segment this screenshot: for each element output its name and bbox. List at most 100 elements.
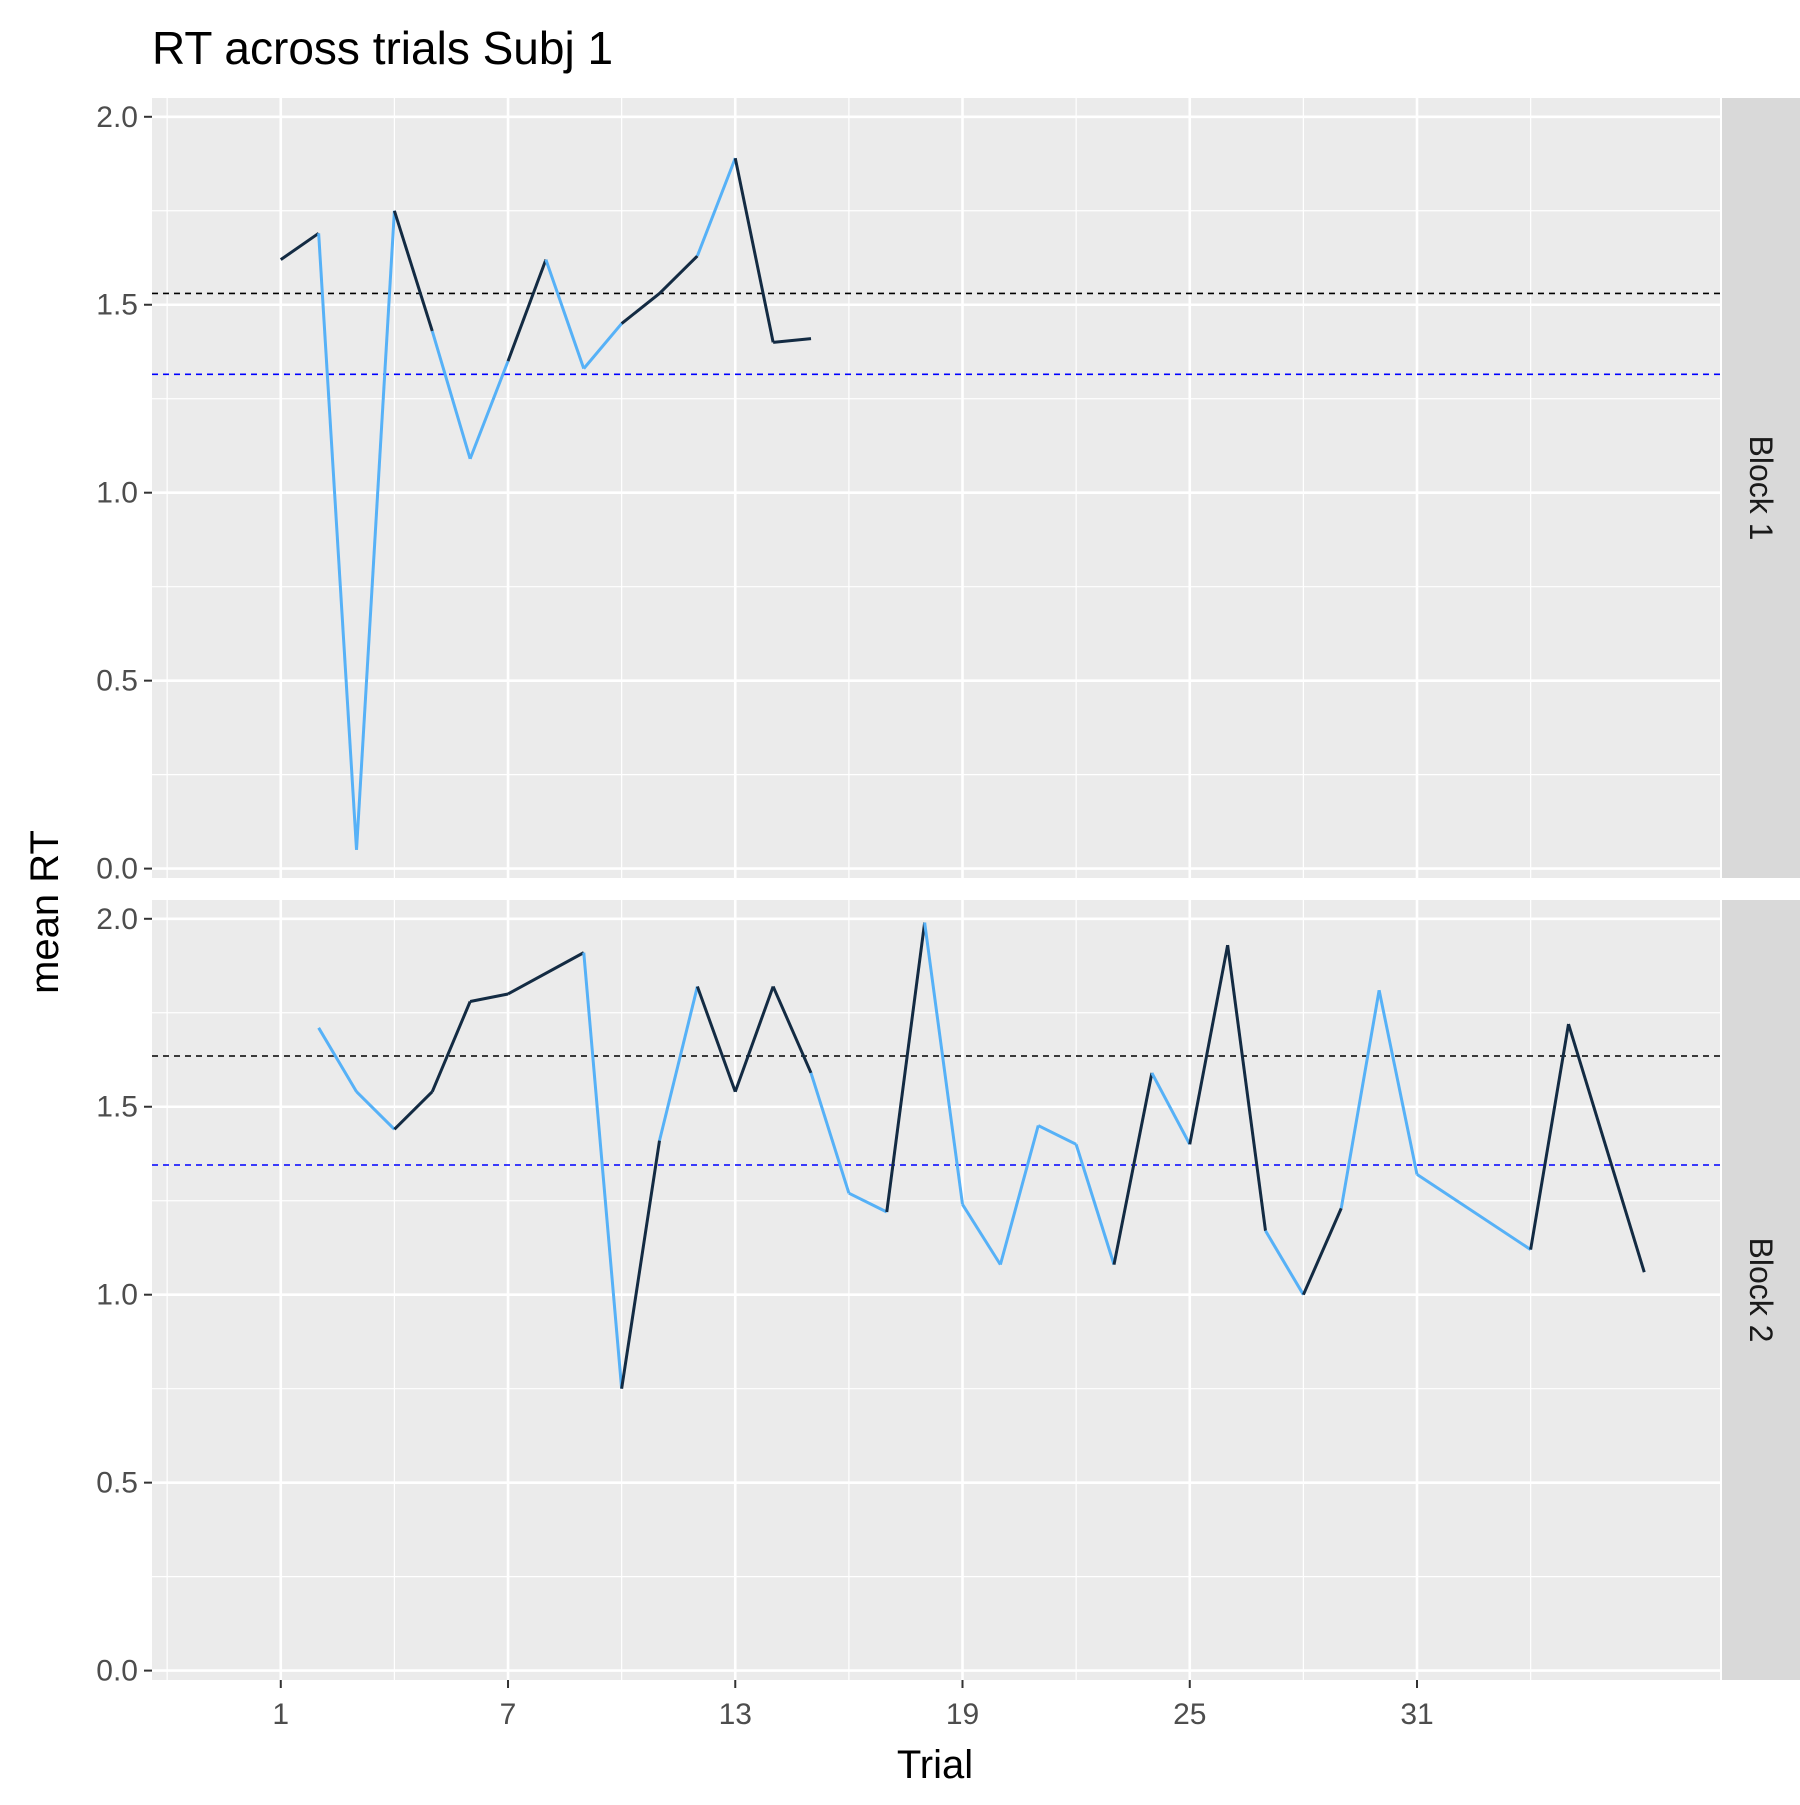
facet-strip [1722, 98, 1800, 878]
rt-line-segment [695, 157, 737, 257]
rt-data-point [507, 992, 510, 995]
rt-data-point [469, 1000, 472, 1003]
rt-data-point [1150, 1071, 1153, 1074]
rt-data-point [1188, 1143, 1191, 1146]
y-tick-label: 0.0 [96, 1655, 138, 1688]
x-tick-label: 7 [500, 1698, 517, 1731]
rt-line-segment [1567, 1023, 1646, 1273]
panels-layer: 0.0 0.5 1.0 1.5 2.0 Block 1 0.0 0.5 1.0 1.5 2.0 Blo… [96, 98, 1800, 1688]
rt-data-point [544, 258, 547, 261]
y-tick-label: 0.0 [96, 853, 138, 886]
rt-data-point [1302, 1293, 1305, 1296]
rt-data-point [1264, 1229, 1267, 1232]
y-tick-label: 1.5 [96, 289, 138, 322]
rt-line-segment [733, 985, 775, 1093]
rt-line-segment [1264, 1230, 1305, 1296]
panel-2: 0.0 0.5 1.0 1.5 2.0 Block 2 [96, 900, 1800, 1688]
rt-line-segment [1416, 1173, 1532, 1251]
rt-line-segment [355, 210, 396, 850]
rt-line-segment [658, 254, 699, 295]
rt-data-point [431, 1090, 434, 1093]
rt-data-point [317, 1026, 320, 1029]
rt-data-point [1643, 1271, 1646, 1274]
rt-line-segment [468, 360, 510, 460]
rt-data-point [431, 330, 434, 333]
rt-line-segment [317, 1027, 358, 1093]
rt-data-point [393, 209, 396, 212]
rt-data-point [279, 258, 282, 261]
rt-line-segment [582, 952, 624, 1389]
rt-data-point [810, 1071, 813, 1074]
rt-line-segment [279, 232, 320, 261]
rt-data-point [507, 360, 510, 363]
rt-line-segment [848, 1191, 888, 1214]
y-tick-label: 2.0 [96, 903, 138, 936]
rt-line-segment [469, 992, 509, 1003]
rt-data-point [620, 322, 623, 325]
rt-line-segment [771, 985, 813, 1074]
rt-data-point [999, 1263, 1002, 1266]
rt-line-segment [430, 1000, 472, 1093]
rt-line-segment [430, 330, 472, 460]
rt-data-point [582, 367, 585, 370]
y-tick-label: 2.0 [96, 101, 138, 134]
rt-data-point [772, 985, 775, 988]
rt-data-point [734, 157, 737, 160]
rt-line-segment [809, 1072, 851, 1194]
rt-line-segment [506, 259, 548, 362]
rt-line-segment [1074, 1143, 1116, 1266]
rt-line-segment [1226, 944, 1267, 1231]
rt-data-point [1037, 1124, 1040, 1127]
rt-line-segment [998, 1125, 1040, 1266]
x-tick-label: 19 [946, 1698, 979, 1731]
rt-data-point [923, 921, 926, 924]
rt-data-point [355, 1090, 358, 1093]
rt-line-segment [582, 322, 623, 370]
rt-line-segment [1037, 1124, 1077, 1146]
rt-line-segment [393, 1090, 434, 1131]
rt-line-segment [923, 922, 964, 1205]
rt-data-point [772, 341, 775, 344]
rt-data-point [885, 1211, 888, 1214]
rt-line-segment [1302, 1207, 1343, 1296]
facet-strip [1722, 900, 1800, 1680]
rt-line-segment [1339, 989, 1381, 1209]
rt-data-point [317, 232, 320, 235]
x-tick-label: 13 [719, 1698, 752, 1731]
y-tick-label: 1.5 [96, 1091, 138, 1124]
rt-data-point [810, 337, 813, 340]
rt-data-point [1340, 1207, 1343, 1210]
panel-background [152, 98, 1720, 878]
rt-data-point [393, 1128, 396, 1131]
rt-line-segment [961, 1203, 1002, 1266]
rt-line-segment [695, 985, 737, 1093]
rt-line-segment [1377, 989, 1419, 1175]
rt-line-segment [507, 951, 585, 996]
rt-line-segment [620, 292, 661, 325]
rt-data-point [1416, 1173, 1419, 1176]
rt-line-segment [620, 1140, 661, 1389]
rt-line-segment [544, 259, 586, 370]
x-tick-label: 1 [272, 1698, 289, 1731]
rt-data-point [582, 951, 585, 954]
rt-line-segment [1150, 1072, 1192, 1146]
rt-data-point [961, 1203, 964, 1206]
rt-line-segment [355, 1090, 396, 1131]
x-tick-label: 25 [1173, 1698, 1206, 1731]
rt-line-segment [885, 922, 927, 1213]
rt-data-point [1567, 1023, 1570, 1026]
x-axis: 1 7 13 19 25 31 [272, 1680, 1434, 1731]
rt-line-segment [1112, 1072, 1154, 1265]
rt-data-point [1113, 1263, 1116, 1266]
panel-1: 0.0 0.5 1.0 1.5 2.0 Block 1 [96, 98, 1800, 886]
y-tick-label: 0.5 [96, 1467, 138, 1500]
rt-data-point [469, 457, 472, 460]
rt-data-point [696, 985, 699, 988]
rt-data-point [1378, 989, 1381, 992]
rt-data-point [734, 1090, 737, 1093]
rt-data-point [1075, 1143, 1078, 1146]
y-tick-label: 1.0 [96, 477, 138, 510]
rt-line-segment [772, 337, 812, 344]
rt-data-point [847, 1192, 850, 1195]
